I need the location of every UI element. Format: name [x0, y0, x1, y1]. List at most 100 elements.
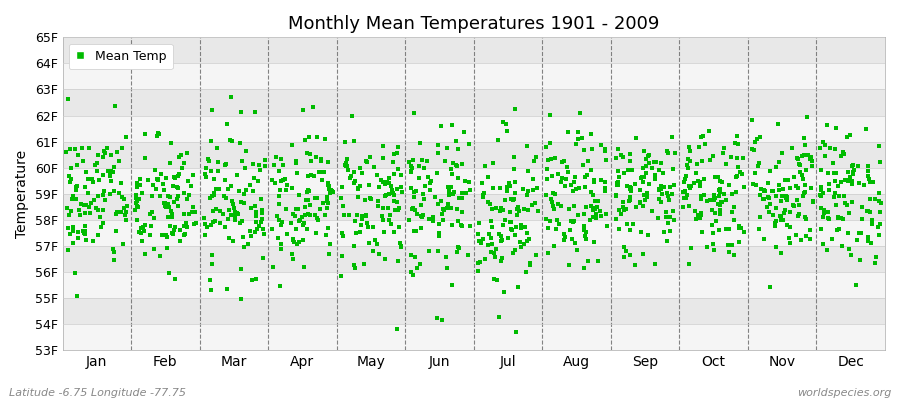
Point	[627, 181, 642, 187]
Point	[565, 219, 580, 226]
Point	[806, 199, 820, 205]
Point	[320, 200, 335, 206]
Point	[158, 203, 172, 209]
Point	[385, 187, 400, 194]
Point	[490, 276, 504, 283]
Point	[235, 157, 249, 164]
Point	[845, 170, 859, 177]
Point	[71, 229, 86, 236]
Point	[268, 179, 283, 186]
Point	[455, 195, 470, 201]
Point	[635, 164, 650, 171]
Point	[680, 192, 694, 199]
Point	[422, 180, 436, 186]
Point	[351, 185, 365, 191]
Point	[318, 212, 332, 218]
Point	[796, 172, 810, 178]
Point	[89, 168, 104, 174]
Point	[390, 150, 404, 156]
Point	[340, 167, 355, 174]
Point	[72, 206, 86, 213]
Point	[73, 212, 87, 219]
Point	[203, 138, 218, 144]
Point	[706, 192, 721, 198]
Point	[716, 150, 730, 156]
Point	[841, 230, 855, 236]
Point	[659, 214, 673, 220]
Point	[403, 169, 418, 176]
Point	[298, 137, 312, 143]
Point	[272, 168, 286, 174]
Point	[95, 154, 110, 160]
Point	[677, 195, 691, 202]
Point	[798, 216, 813, 222]
Point	[652, 196, 667, 202]
Point	[472, 258, 487, 265]
Point	[772, 182, 787, 188]
Point	[268, 154, 283, 160]
Point	[232, 188, 247, 194]
Point	[155, 232, 169, 238]
Point	[104, 168, 118, 174]
Point	[707, 195, 722, 201]
Point	[770, 204, 784, 211]
Point	[554, 158, 569, 165]
Point	[291, 206, 305, 212]
Point	[205, 251, 220, 258]
Point	[677, 179, 691, 185]
Point	[661, 150, 675, 156]
Point	[589, 215, 603, 221]
Point	[816, 138, 831, 145]
Point	[441, 200, 455, 207]
Point	[371, 198, 385, 205]
Point	[610, 180, 625, 186]
Point	[776, 186, 790, 192]
Point	[493, 258, 508, 264]
Point	[171, 203, 185, 210]
Point	[545, 190, 560, 196]
Point	[313, 169, 328, 176]
Point	[561, 128, 575, 135]
Point	[732, 239, 746, 246]
Point	[771, 121, 786, 127]
Point	[623, 158, 637, 164]
Point	[845, 181, 859, 188]
Point	[844, 199, 859, 206]
Point	[828, 178, 842, 184]
Point	[86, 179, 100, 186]
Point	[300, 189, 314, 196]
Point	[403, 163, 418, 170]
Point	[353, 183, 367, 190]
Point	[503, 182, 517, 189]
Point	[820, 247, 834, 254]
Point	[439, 145, 454, 151]
Point	[407, 110, 421, 116]
Point	[295, 214, 310, 220]
Point	[761, 180, 776, 186]
Point	[842, 177, 856, 184]
Point	[680, 162, 695, 168]
Point	[70, 293, 85, 299]
Point	[815, 190, 830, 197]
Point	[454, 222, 468, 228]
Point	[441, 184, 455, 190]
Point	[451, 218, 465, 224]
Point	[357, 197, 372, 203]
Point	[852, 256, 867, 263]
Point	[355, 213, 369, 220]
Point	[628, 134, 643, 141]
Point	[432, 233, 446, 240]
Point	[408, 254, 422, 260]
Point	[639, 163, 653, 169]
Point	[769, 244, 783, 250]
Point	[541, 250, 555, 256]
Point	[866, 179, 880, 185]
Point	[280, 231, 294, 237]
Point	[713, 178, 727, 184]
Point	[157, 187, 171, 193]
Point	[702, 128, 716, 134]
Point	[366, 164, 381, 170]
Point	[557, 237, 572, 244]
Point	[446, 160, 460, 167]
Point	[574, 134, 589, 141]
